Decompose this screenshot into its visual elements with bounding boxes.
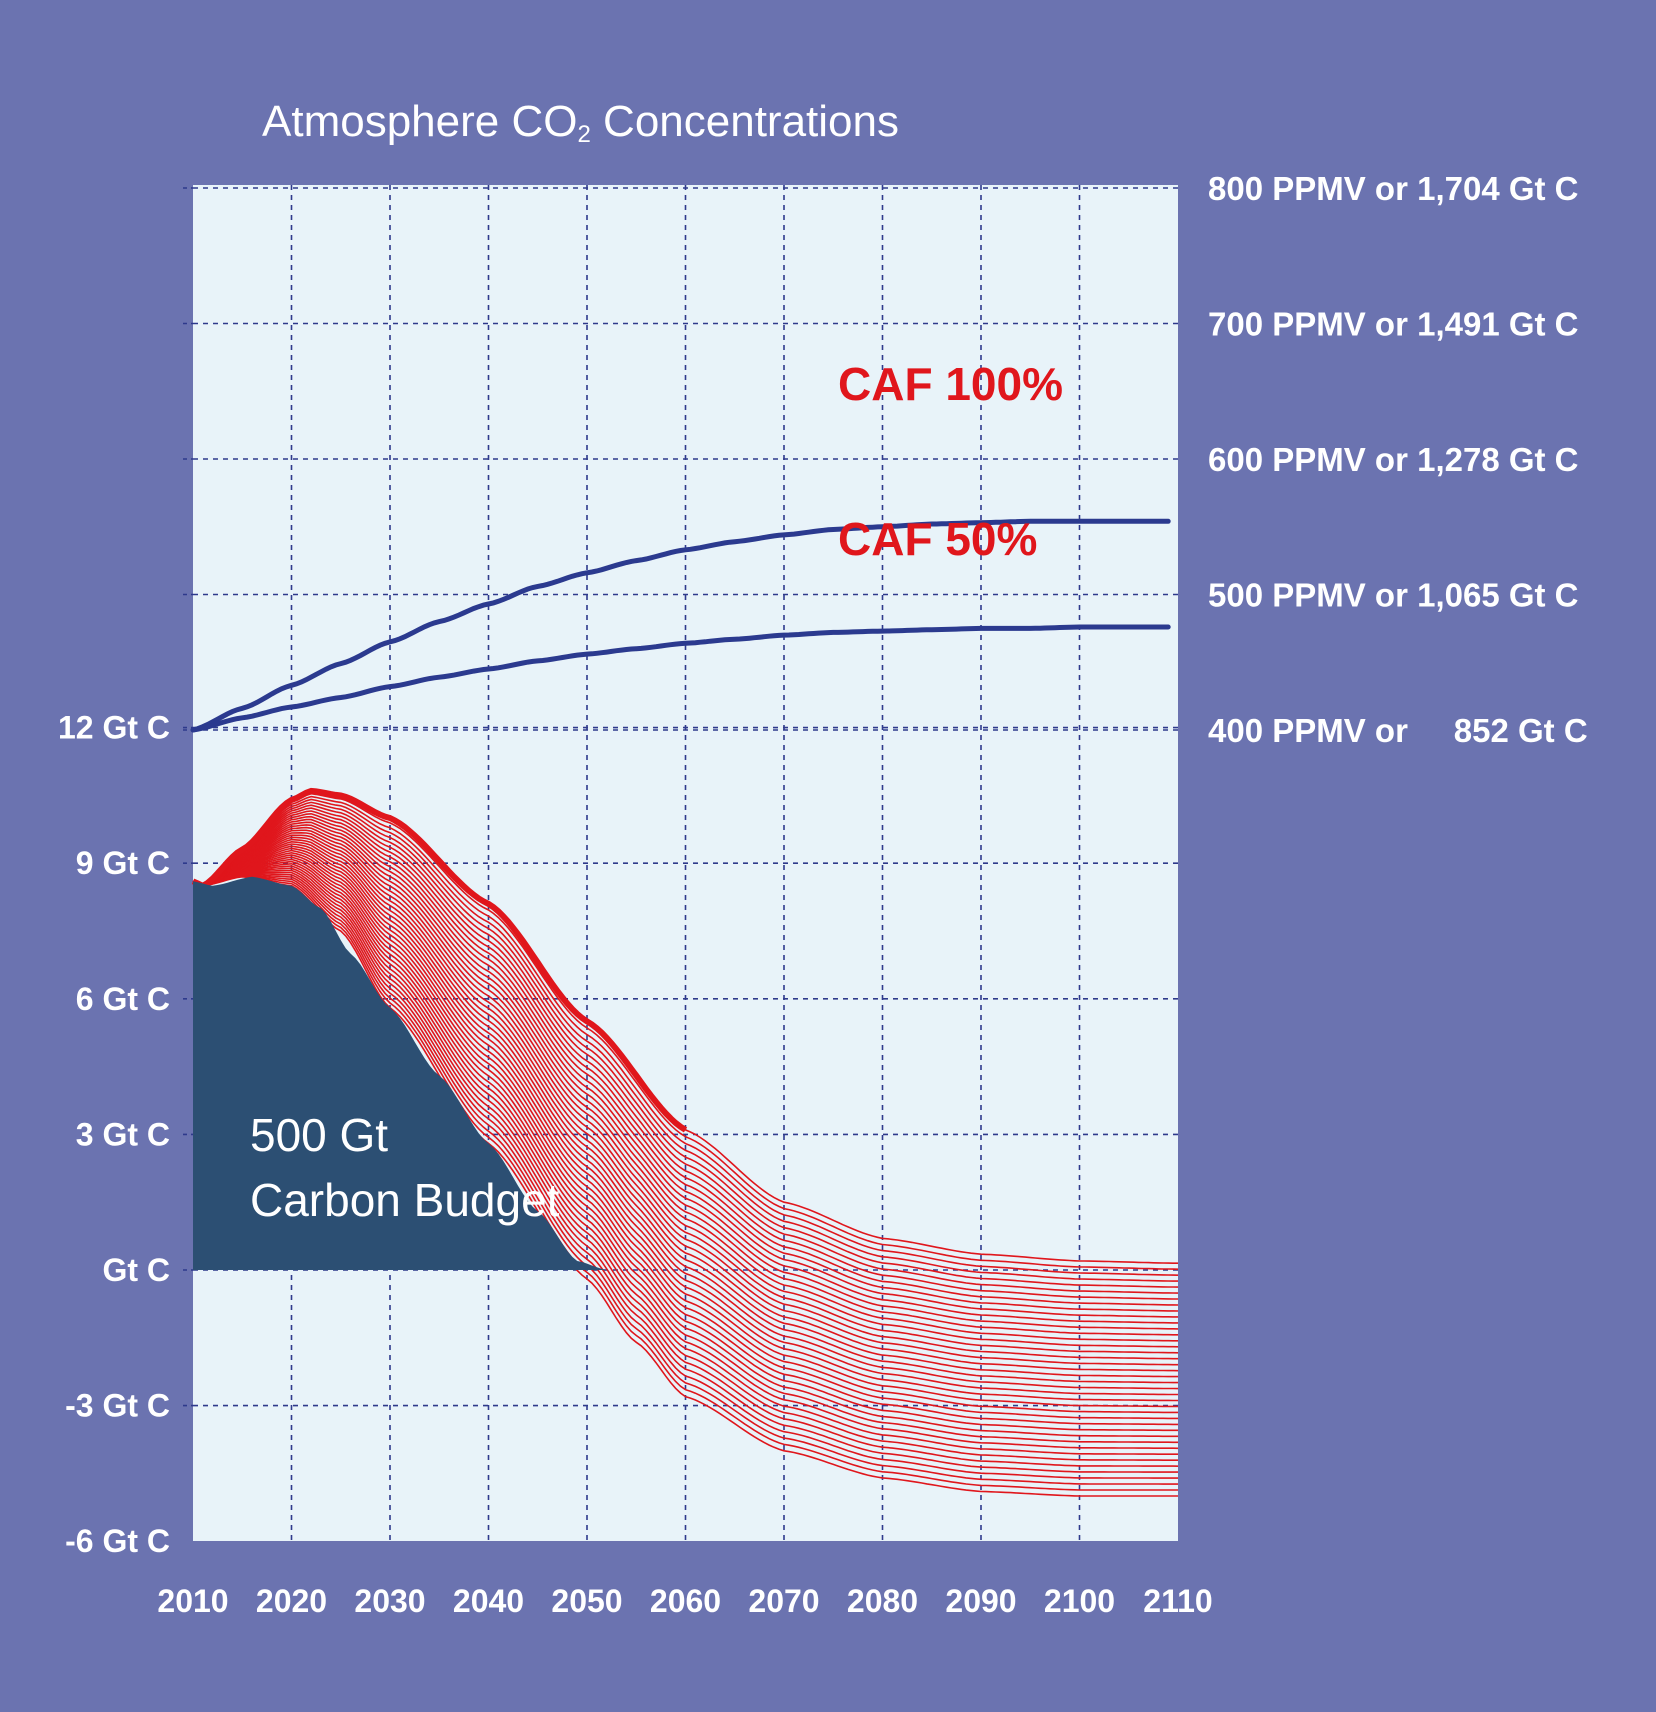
right-tick-label: 500 PPMV or 1,065 Gt C — [1208, 577, 1579, 614]
left-tick-label: -6 Gt C — [65, 1523, 170, 1559]
emission-pathway — [192, 871, 1178, 1461]
left-axis-ticks: 12 Gt C 9 Gt C 6 Gt C 3 Gt C Gt C -3 Gt C -6 G… — [58, 710, 170, 1560]
left-tick-label: 9 Gt C — [76, 845, 170, 881]
series-label-caf-50: CAF 50% — [838, 513, 1037, 565]
emission-pathway — [192, 874, 1178, 1485]
concentration-line-caf-50 — [190, 624, 1171, 733]
x-tick-label: 2010 — [157, 1583, 228, 1619]
emission-pathway — [192, 826, 1178, 1342]
emission-pathway — [192, 873, 1178, 1479]
emission-pathway — [192, 829, 1179, 1348]
emission-pathway — [192, 801, 1179, 1288]
emission-pathway-upper — [191, 787, 688, 1133]
emission-pathway — [192, 834, 1178, 1360]
emission-pathway — [192, 875, 1178, 1491]
emission-pathway — [192, 804, 1179, 1294]
left-tick-label: -3 Gt C — [65, 1388, 170, 1424]
x-tick-label: 2080 — [847, 1583, 918, 1619]
emission-pathway — [192, 856, 1178, 1420]
emission-pathway — [192, 843, 1178, 1384]
left-tick-label: 12 Gt C — [58, 710, 170, 746]
emission-pathway — [192, 818, 1178, 1324]
emission-pathway — [192, 851, 1179, 1408]
emission-pathway — [192, 810, 1179, 1306]
budget-label-line2: Carbon Budget — [250, 1174, 560, 1226]
emission-pathway — [192, 821, 1179, 1330]
emission-pathway — [192, 869, 1178, 1455]
left-tick-label: 3 Gt C — [76, 1116, 170, 1152]
emission-pathway — [192, 838, 1179, 1372]
emission-pathway — [192, 812, 1179, 1312]
carbon-budget-area — [193, 876, 607, 1270]
emission-pathway — [192, 845, 1179, 1390]
emission-pathway — [192, 824, 1178, 1336]
concentration-line-caf-100 — [190, 518, 1171, 733]
emission-pathway — [192, 858, 1178, 1426]
x-tick-label: 2060 — [650, 1583, 721, 1619]
x-tick-label: 2050 — [551, 1583, 622, 1619]
x-tick-label: 2040 — [453, 1583, 524, 1619]
x-tick-label: 2090 — [945, 1583, 1016, 1619]
x-tick-label: 2110 — [1143, 1583, 1212, 1619]
emission-pathway — [192, 860, 1178, 1432]
emission-pathway — [192, 840, 1178, 1378]
emission-pathway — [192, 815, 1178, 1318]
series-label-caf-100: CAF 100% — [838, 358, 1063, 410]
right-tick-label: 800 PPMV or 1,704 Gt C — [1208, 170, 1579, 207]
right-tick-label: 700 PPMV or 1,491 Gt C — [1208, 306, 1579, 343]
emission-pathway — [192, 847, 1178, 1396]
emission-pathway — [192, 792, 1179, 1270]
right-axis-ticks: 800 PPMV or 1,704 Gt C 700 PPMV or 1,491 … — [1208, 170, 1588, 749]
x-tick-label: 2100 — [1044, 1583, 1115, 1619]
emission-pathway — [192, 849, 1178, 1402]
budget-label-line1: 500 Gt — [250, 1109, 388, 1161]
emission-pathways — [191, 787, 1179, 1497]
emission-pathway — [192, 865, 1178, 1444]
emission-pathway — [192, 872, 1179, 1467]
emission-pathway — [192, 807, 1178, 1300]
emission-pathway — [192, 875, 1178, 1497]
right-tick-label: 600 PPMV or 1,278 Gt C — [1208, 441, 1579, 478]
emission-pathway — [192, 831, 1179, 1354]
concentration-lines — [190, 518, 1171, 733]
emission-pathway — [192, 873, 1178, 1473]
x-tick-label: 2020 — [256, 1583, 327, 1619]
right-tick-label: 400 PPMV or 852 Gt C — [1208, 712, 1588, 749]
x-axis-ticks: 2010 2020 2030 2040 2050 2060 2070 2080 2090 2100… — [157, 1583, 1212, 1619]
left-tick-label: Gt C — [102, 1252, 170, 1288]
x-tick-label: 2030 — [354, 1583, 425, 1619]
emission-pathway — [192, 867, 1179, 1450]
emission-pathway — [192, 795, 1179, 1276]
emission-pathway — [192, 798, 1178, 1282]
emission-pathway — [192, 862, 1178, 1438]
x-tick-label: 2070 — [748, 1583, 819, 1619]
emission-pathway — [192, 836, 1178, 1366]
emission-pathway — [192, 854, 1178, 1414]
left-tick-label: 6 Gt C — [76, 981, 170, 1017]
chart-title: Atmosphere CO2 Concentrations — [262, 97, 899, 148]
